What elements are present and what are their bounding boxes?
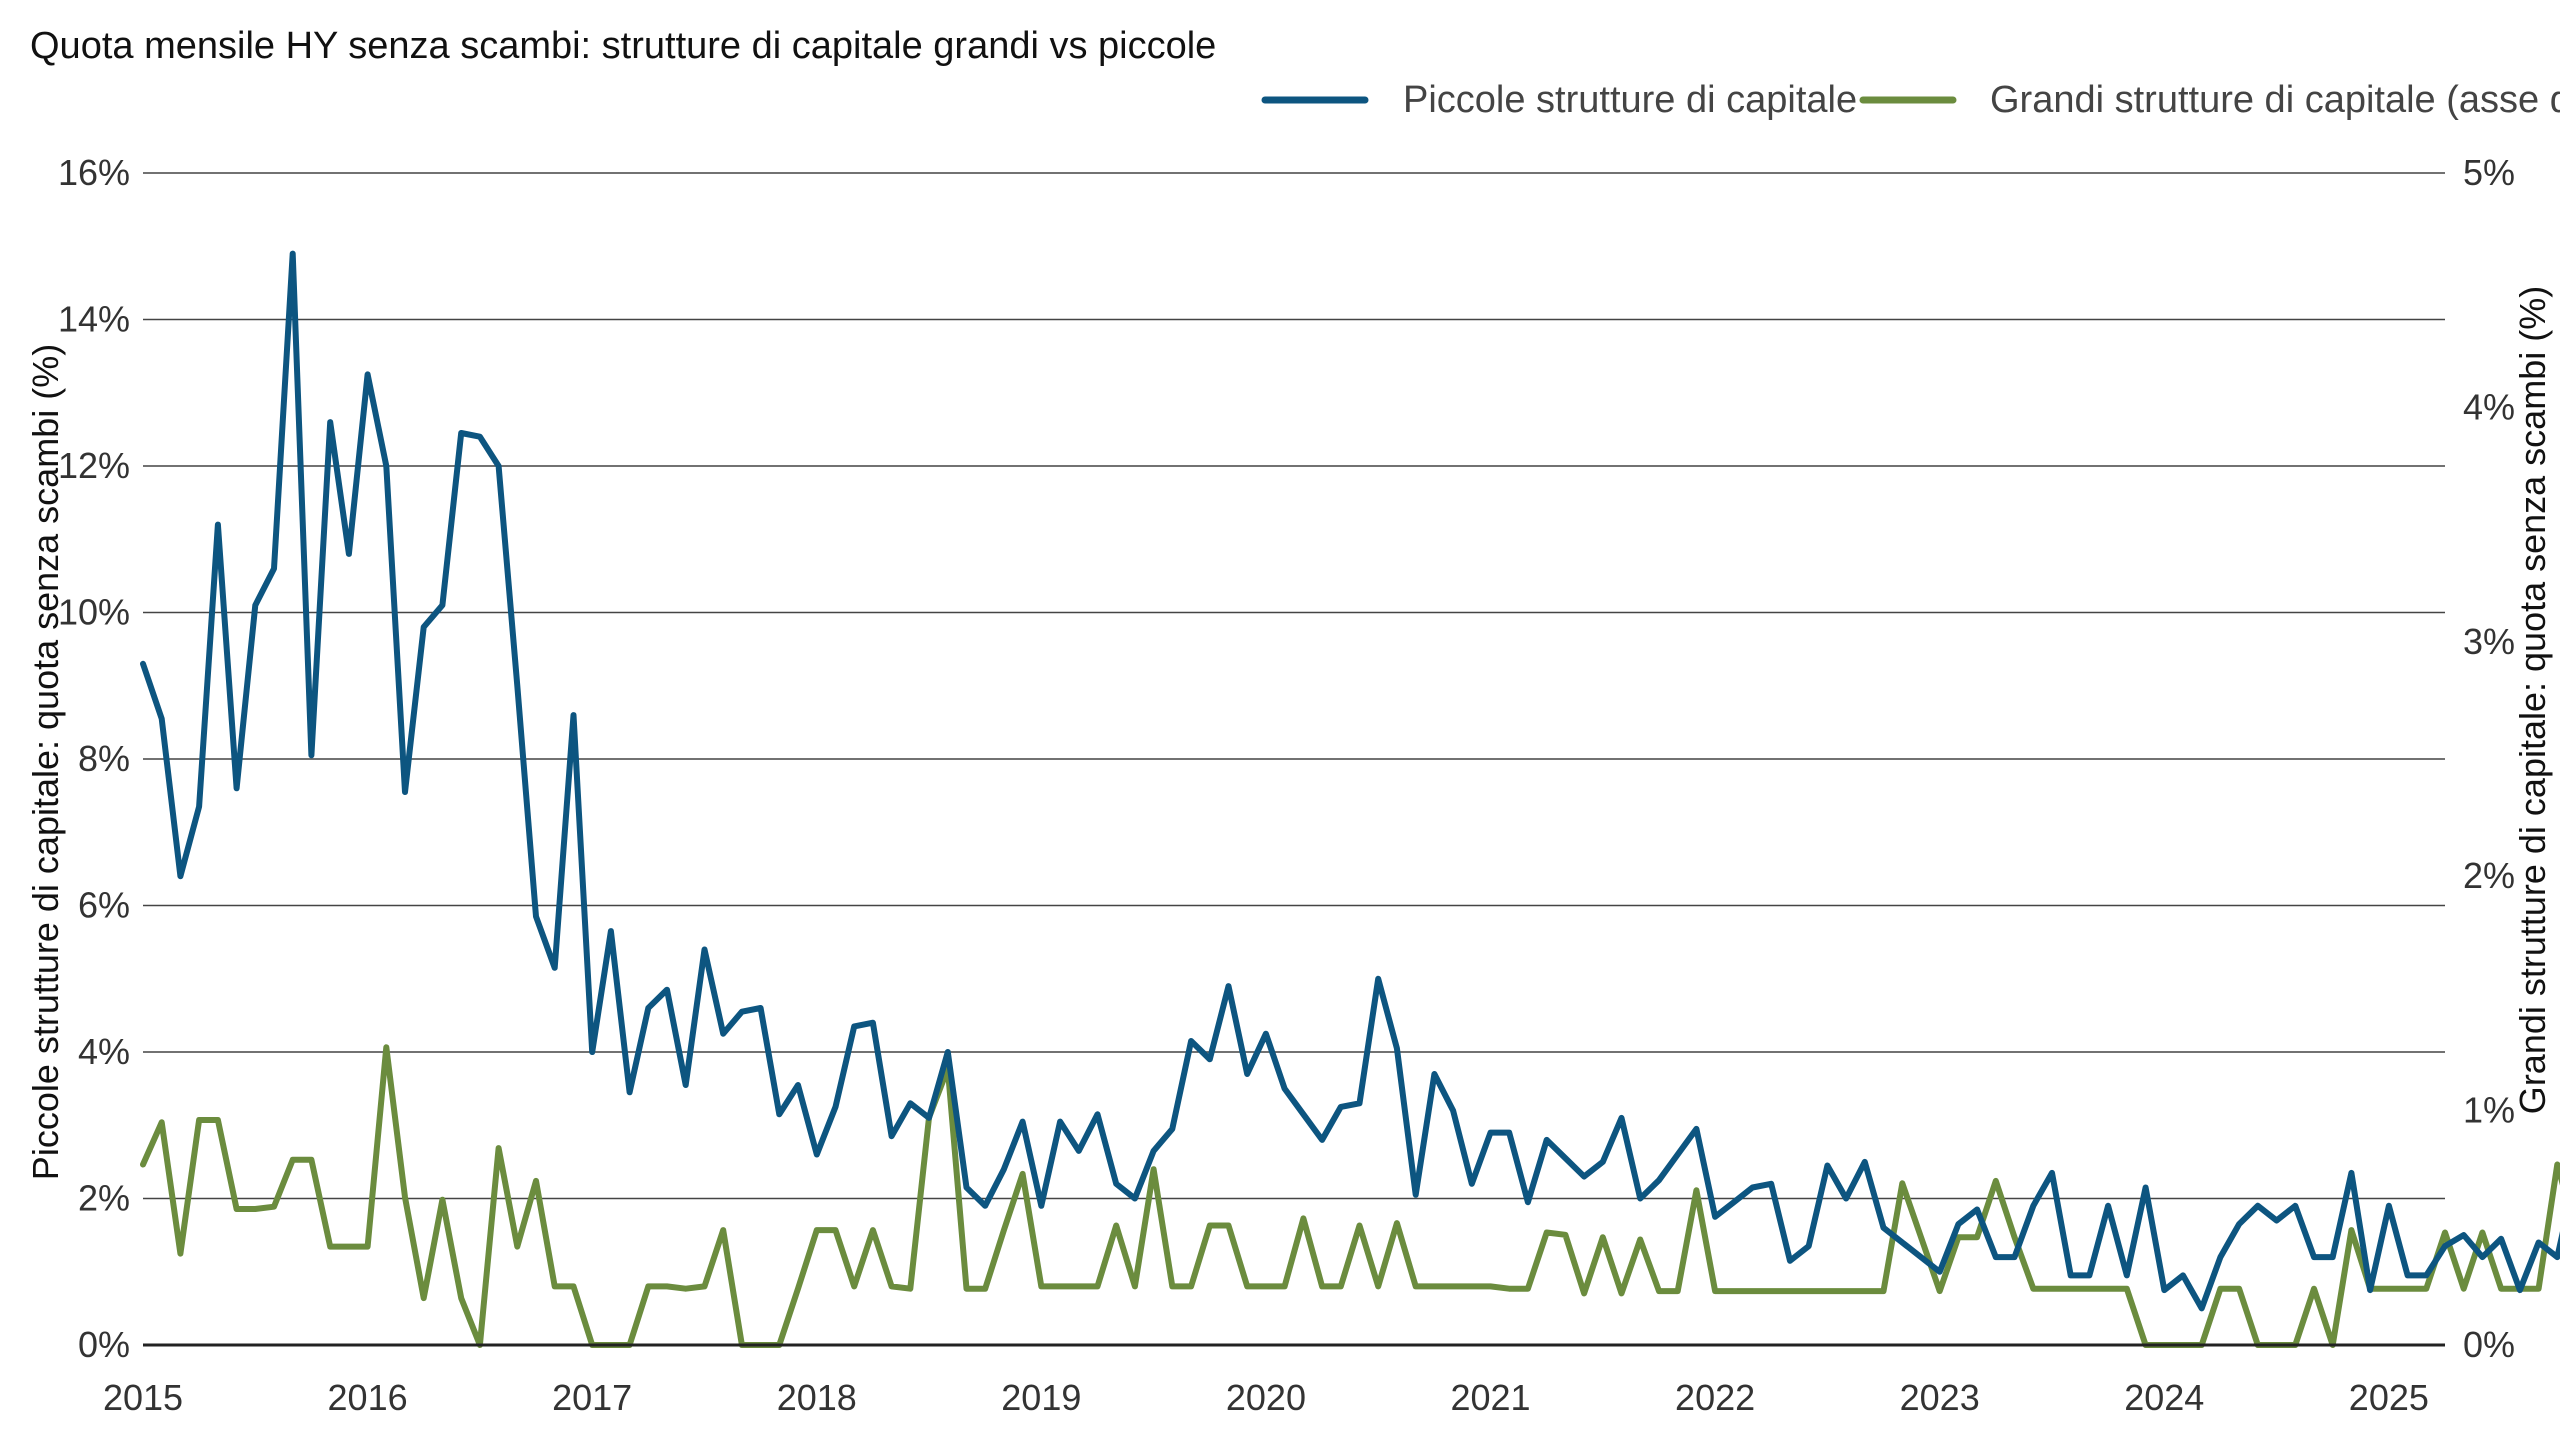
legend-label-large-caps: Grandi strutture di capitale (asse dx) <box>1990 79 2560 121</box>
y-right-tick-label: 1% <box>2463 1090 2515 1131</box>
y-axis-left-title: Piccole strutture di capitale: quota sen… <box>25 344 66 1180</box>
y-left-tick-label: 10% <box>58 592 130 633</box>
y-left-tick-label: 14% <box>58 299 130 340</box>
x-axis-ticks: 2015 2016 2017 2018 2019 2020 2021 2022 2023 2024… <box>103 1377 2429 1418</box>
y-axis-right-title: Grandi strutture di capitale: quota senz… <box>2512 286 2553 1114</box>
y-left-tick-label: 4% <box>78 1031 130 1072</box>
x-tick-label: 2020 <box>1226 1377 1306 1418</box>
y-axis-left-ticks: 0% 2% 4% 6% 8% 10% 12% 14% 16% <box>58 152 130 1365</box>
x-tick-label: 2019 <box>1001 1377 1081 1418</box>
y-left-tick-label: 2% <box>78 1178 130 1219</box>
x-tick-label: 2021 <box>1450 1377 1530 1418</box>
series-line-small-caps <box>140 250 2560 1312</box>
x-tick-label: 2018 <box>777 1377 857 1418</box>
y-right-tick-label: 3% <box>2463 621 2515 662</box>
x-tick-label: 2022 <box>1675 1377 1755 1418</box>
y-left-tick-label: 8% <box>78 738 130 779</box>
y-right-tick-label: 2% <box>2463 855 2515 896</box>
y-left-tick-label: 12% <box>58 445 130 486</box>
y-left-tick-label: 6% <box>78 885 130 926</box>
legend: Piccole strutture di capitale Grandi str… <box>1261 79 2560 121</box>
y-right-tick-label: 5% <box>2463 152 2515 193</box>
chart-title: Quota mensile HY senza scambi: strutture… <box>30 25 1216 67</box>
x-tick-label: 2023 <box>1900 1377 1980 1418</box>
x-tick-label: 2016 <box>328 1377 408 1418</box>
x-tick-label: 2015 <box>103 1377 183 1418</box>
y-right-tick-label: 0% <box>2463 1324 2515 1365</box>
series-line-large-caps <box>140 1044 2560 1348</box>
x-tick-label: 2017 <box>552 1377 632 1418</box>
y-right-tick-label: 4% <box>2463 386 2515 427</box>
series-layer <box>140 250 2560 1348</box>
y-left-tick-label: 0% <box>78 1324 130 1365</box>
gridlines <box>143 172 2445 1200</box>
x-tick-label: 2025 <box>2349 1377 2429 1418</box>
x-tick-label: 2024 <box>2124 1377 2204 1418</box>
y-axis-right-ticks: 0% 1% 2% 3% 4% 5% <box>2463 152 2515 1365</box>
y-left-tick-label: 16% <box>58 152 130 193</box>
legend-label-small-caps: Piccole strutture di capitale <box>1403 79 1857 121</box>
